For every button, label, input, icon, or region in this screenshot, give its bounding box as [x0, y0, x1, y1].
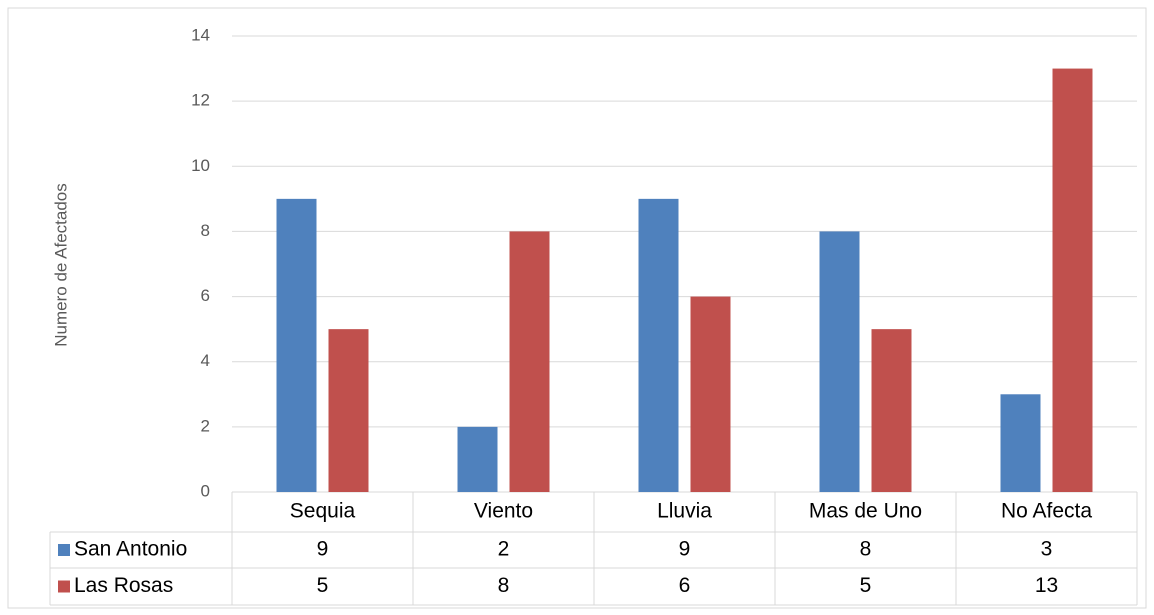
y-tick-label: 12	[191, 91, 210, 110]
table-value: 3	[1041, 538, 1053, 561]
table-value: 5	[860, 574, 872, 597]
table-value: 8	[860, 538, 872, 561]
y-tick-label: 6	[201, 286, 210, 305]
bar	[690, 296, 731, 492]
bar	[819, 231, 860, 492]
x-tick-label: Mas de Uno	[809, 500, 922, 523]
table-value: 9	[317, 538, 329, 561]
legend-label: Las Rosas	[74, 574, 173, 597]
bar	[509, 231, 550, 492]
x-tick-label: Viento	[474, 500, 533, 523]
table-value: 6	[679, 574, 691, 597]
y-tick-label: 14	[191, 25, 210, 44]
y-tick-label: 0	[201, 481, 210, 500]
bar	[1052, 68, 1093, 493]
table-value: 9	[679, 538, 691, 561]
y-tick-label: 4	[201, 351, 210, 370]
x-tick-label: Lluvia	[657, 500, 712, 523]
bar	[328, 329, 369, 492]
chart-border	[7, 7, 1147, 609]
x-tick-label: Sequia	[290, 500, 356, 523]
y-tick-label: 2	[201, 416, 210, 435]
y-tick-label: 10	[191, 156, 210, 175]
legend-label: San Antonio	[74, 538, 187, 561]
x-tick-label: No Afecta	[1001, 500, 1092, 523]
bar	[276, 198, 317, 492]
legend-swatch	[58, 580, 70, 593]
table-value: 2	[498, 538, 510, 561]
bar	[457, 426, 498, 492]
table-value: 8	[498, 574, 510, 597]
y-tick-label: 8	[201, 221, 210, 240]
bar	[871, 329, 912, 492]
table-value: 5	[317, 574, 329, 597]
legend-swatch	[58, 544, 70, 556]
bar	[638, 198, 679, 492]
y-axis-label: Numero de Afectados	[51, 183, 70, 346]
table-value: 13	[1035, 574, 1058, 597]
bar	[1000, 394, 1041, 492]
